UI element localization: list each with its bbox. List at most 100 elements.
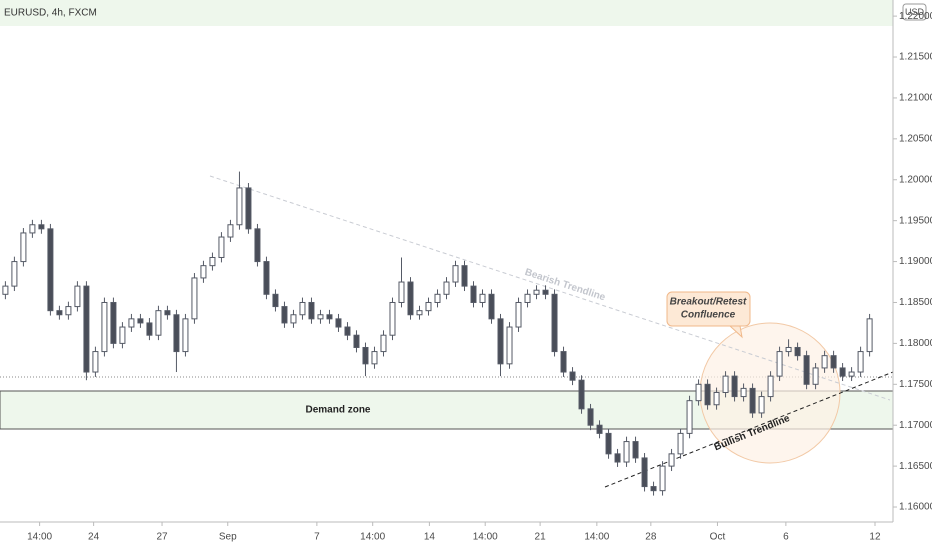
top-band — [0, 0, 893, 26]
x-tick-label: 14:00 — [27, 532, 52, 543]
x-tick-label: 12 — [869, 532, 881, 543]
candle-body — [623, 441, 630, 463]
candle-body — [74, 285, 81, 308]
candle-body — [407, 281, 414, 316]
candle-body — [722, 375, 729, 393]
y-tick-label: 1.16500 — [899, 461, 932, 472]
candle-body — [452, 265, 459, 283]
candle-body — [101, 301, 108, 353]
candle-body — [209, 256, 216, 267]
candle-body — [398, 281, 405, 303]
candle-body — [326, 314, 333, 320]
x-tick-label: 14:00 — [473, 532, 498, 543]
candle-body — [335, 318, 342, 328]
candle-body — [461, 265, 468, 287]
x-tick-label: 7 — [314, 532, 320, 543]
candle-body — [389, 301, 396, 336]
candle-body — [785, 346, 792, 353]
candle-body — [281, 306, 288, 324]
candle-body — [164, 310, 171, 316]
candle-body — [794, 346, 801, 357]
candle-body — [596, 424, 603, 434]
candle-body — [470, 285, 477, 303]
candle-body — [749, 387, 756, 414]
x-tick-label: 24 — [88, 532, 100, 543]
candle-body — [218, 236, 225, 258]
x-tick-label: 14:00 — [584, 532, 609, 543]
candle-body — [128, 318, 135, 328]
candle-body — [362, 346, 369, 365]
candle-body — [245, 187, 252, 230]
bearish-label: Bearish Trendline — [523, 267, 607, 304]
demand-zone-label: Demand zone — [305, 405, 370, 416]
candle-body — [353, 334, 360, 348]
candle-body — [515, 301, 522, 328]
x-tick-label: 14:00 — [360, 532, 385, 543]
candle-body — [380, 334, 387, 353]
chart-title: EURUSD, 4h, FXCM — [4, 8, 97, 19]
x-tick-label: 28 — [645, 532, 657, 543]
callout-pointer — [728, 325, 743, 339]
candle-body — [56, 310, 63, 316]
candle-body — [344, 326, 351, 336]
candle-body — [758, 396, 765, 414]
candle-body — [668, 453, 675, 467]
candle-body — [821, 355, 828, 369]
x-tick-label: 14 — [424, 532, 436, 543]
callout-box — [666, 291, 751, 327]
candle-body — [740, 387, 747, 398]
candle-body — [182, 318, 189, 353]
callout-line: Confluence — [681, 310, 736, 321]
candle-body — [677, 432, 684, 455]
x-tick-label: Sep — [219, 532, 237, 543]
y-tick-label: 1.19500 — [899, 215, 932, 226]
candle-body — [776, 351, 783, 377]
y-tick-label: 1.18500 — [899, 297, 932, 308]
candle-body — [317, 314, 324, 320]
candle-body — [65, 306, 72, 316]
candle-body — [803, 355, 810, 385]
candle-body — [434, 293, 441, 303]
candle-body — [560, 351, 567, 373]
candle-body — [695, 383, 702, 402]
candle-body — [263, 261, 270, 295]
candle-body — [443, 281, 450, 295]
bullish-trendline — [604, 371, 894, 488]
currency-label: USD — [905, 7, 925, 17]
candle-body — [11, 261, 18, 287]
candle-body — [200, 265, 207, 279]
candle-body — [236, 187, 243, 226]
y-tick-label: 1.17500 — [899, 379, 932, 390]
candle-body — [614, 453, 621, 463]
candle-body — [551, 293, 558, 353]
candle-body — [704, 383, 711, 406]
candle-body — [47, 228, 54, 312]
x-tick-label: 27 — [156, 532, 168, 543]
candle-body — [686, 400, 693, 434]
candle-body — [20, 232, 27, 263]
candle-body — [272, 293, 279, 308]
candle-body — [848, 371, 855, 377]
candle-body — [632, 441, 639, 459]
currency-badge — [902, 3, 927, 21]
candle-body — [371, 351, 378, 365]
y-tick-label: 1.17000 — [899, 420, 932, 431]
candle-body — [2, 285, 9, 295]
candle-body — [416, 310, 423, 316]
candle-body — [155, 310, 162, 336]
candle-body — [839, 367, 846, 377]
candle-body — [488, 293, 495, 320]
x-tick-label: 21 — [535, 532, 547, 543]
y-tick-label: 1.19000 — [899, 256, 932, 267]
candle-body — [605, 432, 612, 455]
candle-body — [866, 318, 873, 353]
candle-body — [767, 375, 774, 398]
candle-body — [191, 277, 198, 320]
candle-body — [533, 289, 540, 295]
y-tick-label: 1.21000 — [899, 93, 932, 104]
y-tick-label: 1.22000 — [899, 11, 932, 22]
candle-body — [830, 355, 837, 369]
candle-body — [713, 391, 720, 406]
candle-body — [812, 367, 819, 385]
candle-body — [173, 314, 180, 353]
